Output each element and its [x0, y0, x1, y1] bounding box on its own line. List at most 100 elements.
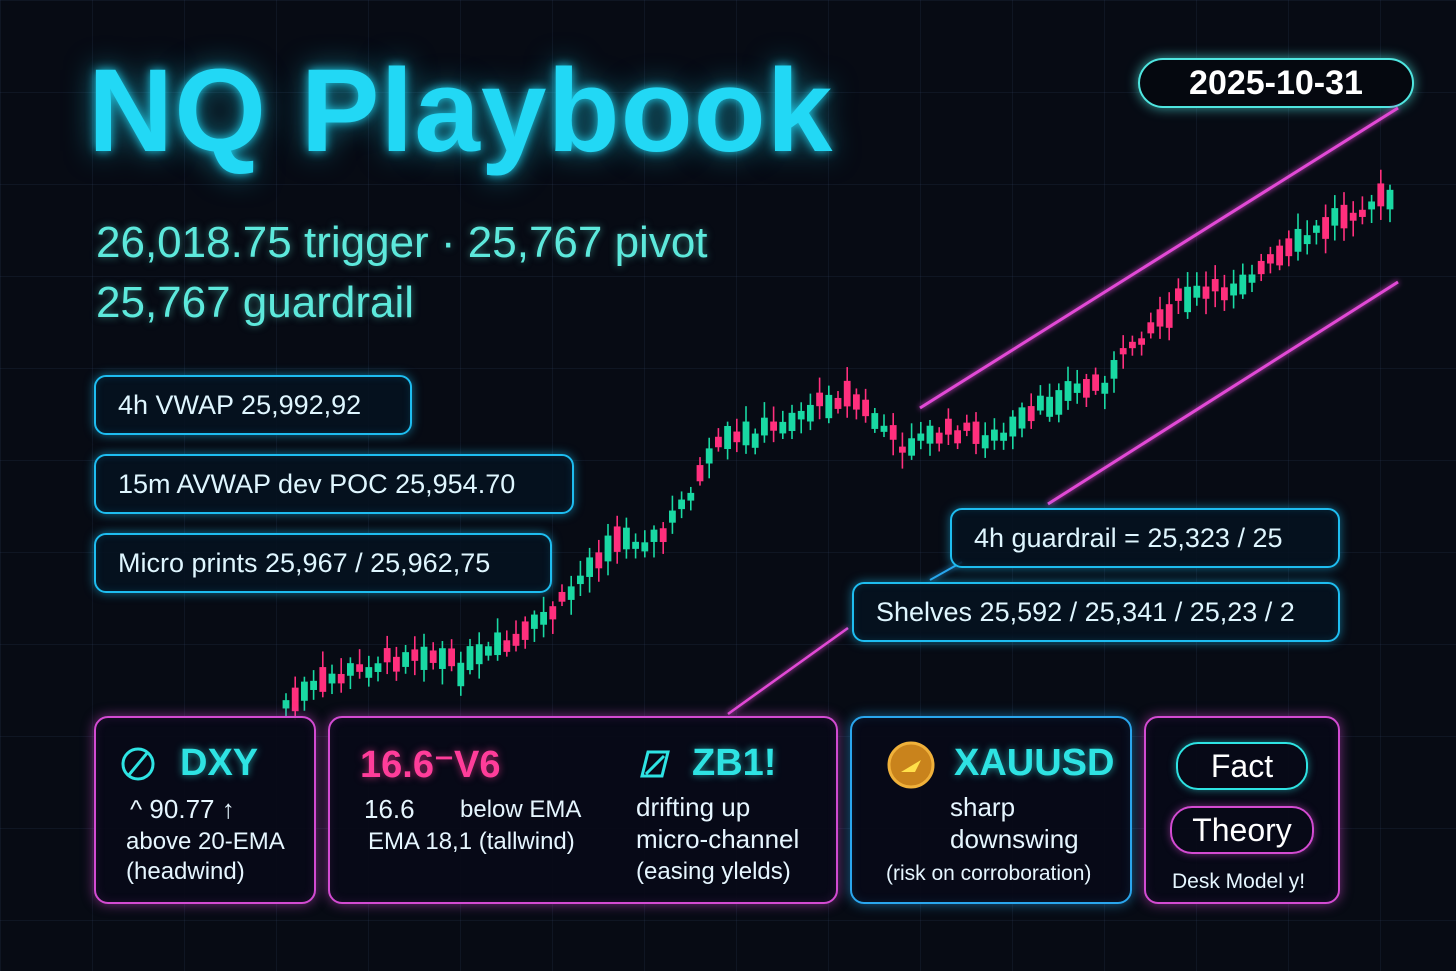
candle-body	[1073, 383, 1081, 393]
candle-body	[678, 499, 685, 510]
candle-body	[1239, 274, 1247, 295]
candle-body	[1230, 283, 1237, 296]
candle-body	[1119, 348, 1127, 355]
candle-body	[972, 421, 980, 444]
candle-body	[1156, 309, 1164, 327]
candle-body	[457, 662, 465, 687]
candle-body	[1386, 189, 1394, 210]
candle-body	[1037, 395, 1044, 411]
connector-line-lower	[727, 626, 849, 716]
candle-body	[1257, 260, 1265, 275]
candle-body	[448, 648, 455, 667]
candle-body	[1294, 228, 1302, 252]
candle-body	[770, 421, 777, 431]
candle-body	[558, 591, 566, 602]
theory-tag: Theory	[1170, 806, 1314, 854]
avwap-15m-pill: 15m AVWAP dev POC 25,954.70	[94, 454, 574, 514]
candle-body	[963, 422, 971, 431]
candle-body	[1340, 204, 1348, 229]
candle-body	[825, 394, 833, 419]
xauusd-line3: (risk on corroboration)	[886, 862, 1092, 885]
candle-body	[816, 392, 823, 407]
candle-body	[1248, 274, 1256, 283]
candle-body	[512, 633, 520, 646]
xauusd-line2: downswing	[950, 824, 1079, 854]
candle-body	[899, 446, 906, 453]
zb-symbol: ZB1!	[692, 742, 777, 784]
page-title: NQ Playbook	[88, 45, 834, 177]
date-badge: 2025-10-31	[1138, 58, 1414, 108]
candle-body	[659, 528, 667, 543]
candle-body	[1064, 381, 1072, 401]
candle-body	[429, 650, 437, 663]
candle-body	[807, 404, 814, 422]
candle-body	[1377, 183, 1385, 207]
candle-body	[1322, 217, 1329, 239]
candle-body	[788, 412, 796, 432]
guardrail-4h-pill: 4h guardrail = 25,323 / 25	[950, 508, 1340, 568]
candle-body	[1000, 432, 1007, 441]
candle-body	[880, 425, 888, 432]
candle-body	[1221, 287, 1228, 301]
vix-symbol: 16.6⁻V6	[360, 744, 501, 786]
candle-body	[604, 535, 612, 562]
candle-body	[402, 652, 409, 667]
candle-body	[1331, 208, 1339, 226]
candle-body	[577, 575, 584, 585]
candle-body	[1027, 406, 1035, 422]
zb-line1: drifting up	[636, 792, 751, 822]
candle-body	[1184, 286, 1191, 313]
candle-body	[411, 649, 419, 661]
zb-logo-icon	[640, 750, 670, 778]
candle-body	[779, 421, 787, 434]
vwap-4h-pill: 4h VWAP 25,992,92	[94, 375, 412, 435]
dxy-value: ^ 90.77 ↑	[130, 794, 235, 824]
desk-model-note: Desk Model y!	[1172, 870, 1306, 893]
guardrail-line: 25,767 guardrail	[96, 278, 415, 327]
candle-body	[365, 667, 373, 678]
candle-body	[1303, 235, 1311, 245]
candle-body	[347, 663, 354, 676]
candle-body	[1349, 212, 1357, 221]
candle-body	[1313, 225, 1320, 233]
candle-body	[485, 646, 492, 656]
candle-body	[613, 526, 621, 552]
candle-body	[696, 465, 704, 482]
candle-body	[521, 621, 529, 640]
candle-body	[337, 673, 345, 684]
zb-line2: micro-channel	[636, 824, 800, 854]
zb-line3: (easing ylelds)	[636, 858, 791, 885]
vix-zb-card: 16.6⁻V6 16.6 below EMA EMA 18,1 (tallwin…	[328, 716, 838, 904]
candle-body	[1368, 201, 1375, 210]
candle-body	[724, 425, 731, 450]
candle-body	[1147, 322, 1155, 334]
candle-body	[705, 448, 713, 464]
candle-body	[549, 606, 557, 620]
candle-body	[420, 646, 428, 670]
candle-body	[908, 438, 915, 456]
candle-body	[1276, 245, 1283, 266]
candle-body	[641, 542, 649, 552]
candle-body	[834, 397, 842, 409]
vix-value: 16.6	[364, 794, 415, 824]
candle-body	[1165, 304, 1173, 328]
candle-body	[1046, 396, 1053, 417]
candle-body	[1101, 382, 1109, 394]
candle-body	[475, 644, 483, 665]
candle-body	[715, 436, 722, 448]
dxy-line2: (headwind)	[126, 858, 245, 885]
candle-body	[751, 433, 759, 448]
candle-body	[761, 417, 768, 436]
candle-body	[494, 632, 501, 656]
channel-lower-line	[1047, 280, 1399, 506]
dxy-logo-icon	[121, 747, 155, 781]
candle-body	[889, 425, 897, 440]
candle-body	[1193, 285, 1201, 298]
candle-body	[567, 586, 575, 600]
candle-body	[733, 431, 741, 443]
gold-coin-icon	[887, 741, 935, 789]
candle-body	[1175, 288, 1182, 301]
candle-body	[319, 667, 327, 692]
candle-body	[540, 611, 547, 625]
